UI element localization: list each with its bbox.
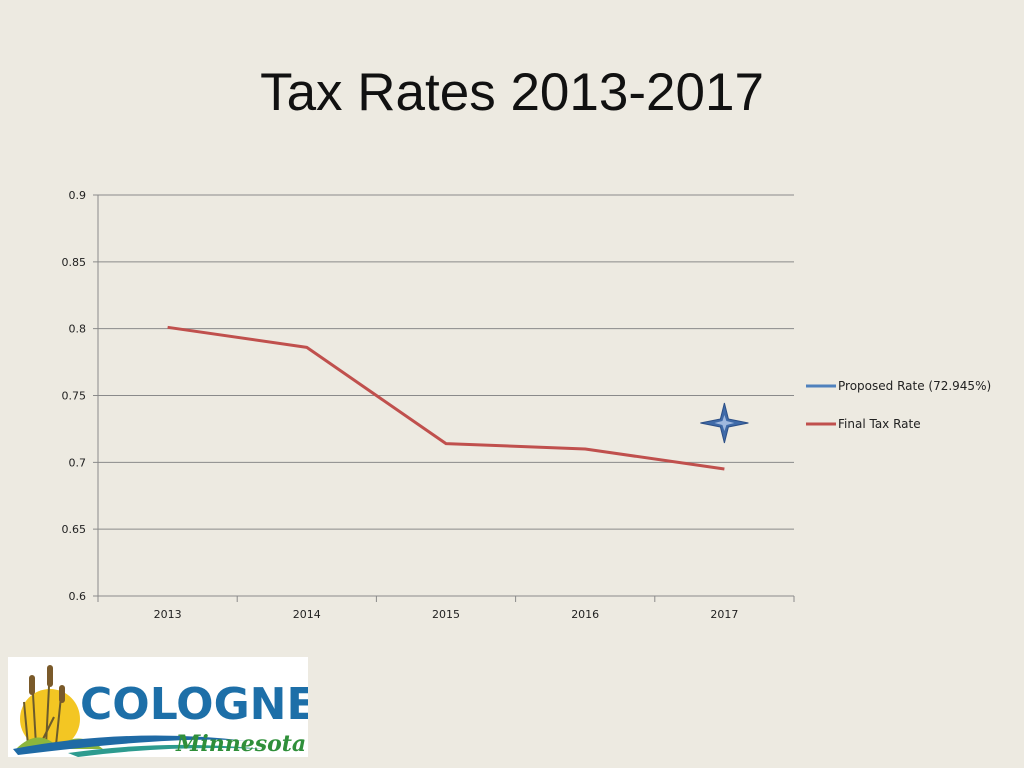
legend-label: Proposed Rate (72.945%) — [838, 379, 991, 393]
y-axis-tick-labels: 0.9 0.85 0.8 0.75 0.7 0.65 0.6 — [62, 189, 87, 603]
x-tick-label: 2013 — [154, 608, 182, 621]
y-tick-label: 0.75 — [62, 390, 87, 403]
y-tick-label: 0.85 — [62, 256, 87, 269]
legend: Proposed Rate (72.945%) Final Tax Rate — [806, 379, 991, 431]
y-tick-label: 0.9 — [69, 189, 87, 202]
gridlines — [93, 194, 794, 597]
x-tick-label: 2015 — [432, 608, 460, 621]
series-line-final-tax-rate — [167, 325, 725, 471]
x-tick-label: 2016 — [571, 608, 599, 621]
series-lines — [167, 325, 749, 471]
logo-text-minnesota: Minnesota — [175, 731, 306, 757]
y-tick-label: 0.8 — [69, 323, 87, 336]
axes — [97, 195, 795, 602]
slide-title: Tax Rates 2013-2017 — [260, 63, 764, 122]
x-axis-tick-labels: 2013 2014 2015 2016 2017 — [154, 608, 739, 621]
y-tick-label: 0.7 — [69, 456, 87, 469]
proposed-rate-marker-highlight — [714, 414, 735, 431]
x-tick-label: 2014 — [293, 608, 321, 621]
cologne-logo: COLOGNE Minnesota — [8, 657, 317, 757]
y-tick-label: 0.6 — [69, 590, 87, 603]
y-tick-label: 0.65 — [62, 523, 87, 536]
logo-text-cologne: COLOGNE — [80, 679, 308, 730]
legend-label: Final Tax Rate — [838, 417, 921, 431]
line-chart: 0.90.850.80.750.70.650.6 2013 2014 2015 201… — [62, 189, 992, 621]
x-tick-label: 2017 — [710, 608, 738, 621]
